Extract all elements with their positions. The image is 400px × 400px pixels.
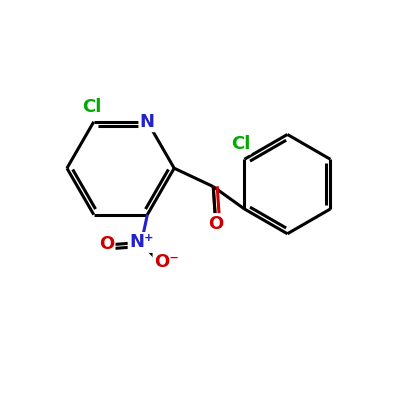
Text: Cl: Cl	[82, 98, 102, 116]
Text: N: N	[140, 113, 155, 131]
Text: Cl: Cl	[231, 135, 250, 153]
Text: O⁻: O⁻	[154, 253, 179, 271]
Text: N⁺: N⁺	[129, 234, 154, 252]
Text: O: O	[99, 236, 114, 254]
Text: O: O	[208, 214, 224, 232]
